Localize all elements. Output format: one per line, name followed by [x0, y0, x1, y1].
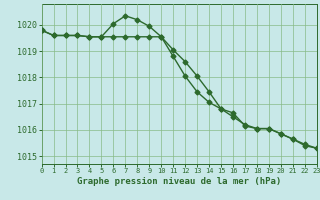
X-axis label: Graphe pression niveau de la mer (hPa): Graphe pression niveau de la mer (hPa): [77, 177, 281, 186]
